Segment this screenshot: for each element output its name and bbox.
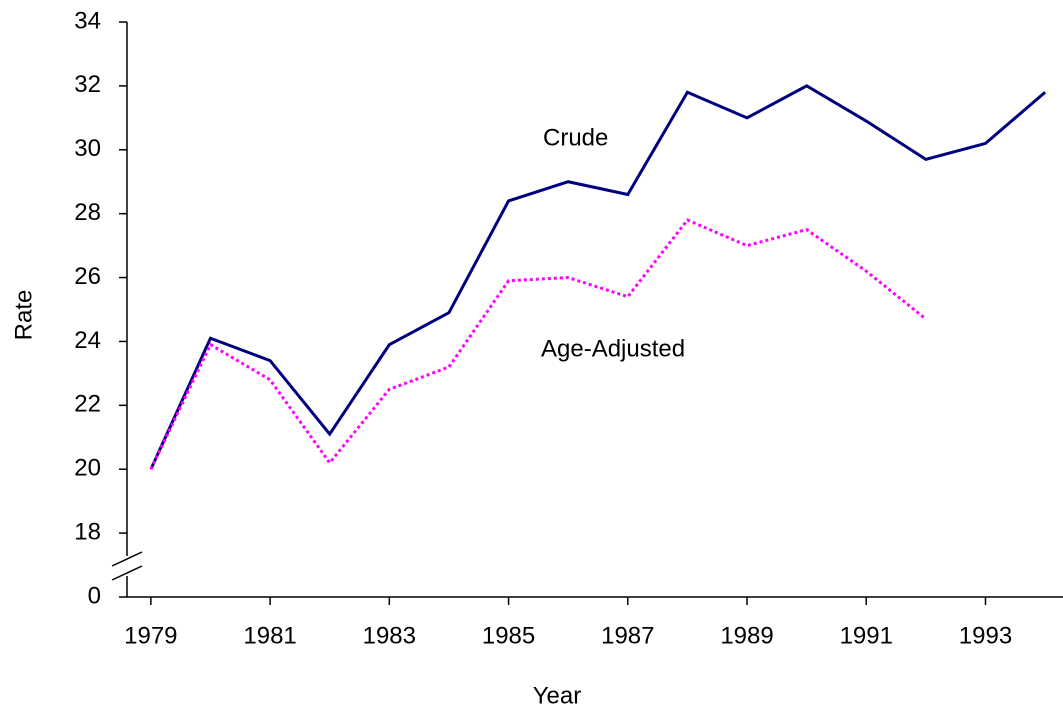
series-label: Crude <box>543 124 608 151</box>
y-tick-label: 26 <box>74 263 101 290</box>
y-tick-label: 24 <box>74 327 101 354</box>
y-tick-label: 28 <box>74 199 101 226</box>
y-tick-label: 18 <box>74 518 101 545</box>
y-tick-label: 20 <box>74 455 101 482</box>
x-tick-label: 1991 <box>840 622 893 649</box>
x-axis-label: Year <box>533 682 582 709</box>
axis-break <box>111 565 143 581</box>
series-label: Age-Adjusted <box>541 335 685 362</box>
y-tick-label: 32 <box>74 71 101 98</box>
x-tick-label: 1993 <box>959 622 1012 649</box>
x-tick-label: 1989 <box>720 622 773 649</box>
axis-break <box>111 551 143 567</box>
y-tick-label: 22 <box>74 391 101 418</box>
x-tick-label: 1979 <box>124 622 177 649</box>
x-tick-label: 1985 <box>482 622 535 649</box>
x-tick-label: 1981 <box>243 622 296 649</box>
y-axis-label: Rate <box>10 290 37 341</box>
y-tick-label: 30 <box>74 135 101 162</box>
y-tick-label: 34 <box>74 7 101 34</box>
x-tick-label: 1987 <box>601 622 654 649</box>
x-tick-label: 1983 <box>363 622 416 649</box>
series-line <box>149 84 1047 470</box>
y-tick-label: 0 <box>88 582 101 609</box>
series-line <box>149 218 927 470</box>
